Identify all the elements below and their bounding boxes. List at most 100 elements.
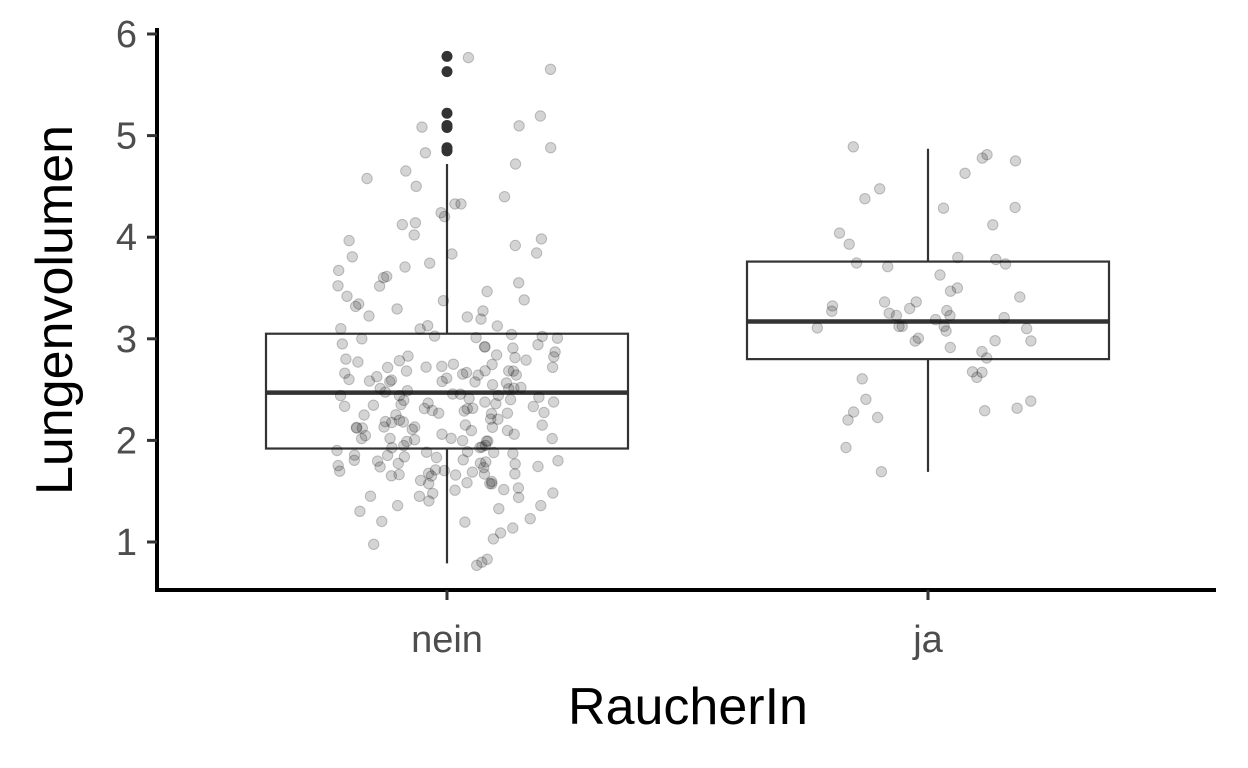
data-point xyxy=(359,429,372,442)
data-point xyxy=(398,394,410,407)
points-nein xyxy=(331,51,564,571)
data-point xyxy=(458,405,470,417)
data-point xyxy=(373,280,386,292)
data-point xyxy=(940,325,952,337)
data-point xyxy=(340,353,352,365)
data-point xyxy=(374,461,386,473)
data-point xyxy=(419,147,432,159)
data-point xyxy=(1009,201,1021,214)
data-point xyxy=(1025,395,1037,407)
data-point xyxy=(393,468,405,481)
data-point xyxy=(871,411,884,424)
data-point xyxy=(487,533,500,545)
data-point xyxy=(959,167,971,180)
data-point xyxy=(878,296,891,308)
data-point xyxy=(401,435,413,448)
data-point xyxy=(909,335,921,347)
data-point xyxy=(390,409,402,421)
data-point xyxy=(352,356,364,368)
data-point xyxy=(376,515,388,528)
data-point xyxy=(386,416,398,429)
data-point xyxy=(384,432,396,445)
data-point xyxy=(397,416,409,428)
data-point xyxy=(334,465,346,477)
data-point xyxy=(944,309,956,322)
data-point xyxy=(363,310,375,322)
data-point xyxy=(893,320,905,333)
data-point xyxy=(398,439,410,452)
data-point xyxy=(533,391,545,403)
data-point xyxy=(952,251,964,264)
outlier-point xyxy=(441,142,453,154)
data-point xyxy=(392,457,404,470)
data-point xyxy=(479,365,491,377)
y-axis-title: Lungenvolumen xyxy=(26,125,84,495)
data-point xyxy=(461,403,473,415)
y-tick-label: 1 xyxy=(116,522,137,564)
data-point xyxy=(508,428,520,440)
data-point xyxy=(481,553,493,565)
data-point xyxy=(518,294,530,306)
data-point xyxy=(480,456,492,468)
outlier-point xyxy=(441,119,453,131)
data-point xyxy=(981,352,993,364)
data-point xyxy=(548,351,560,363)
data-point xyxy=(422,320,434,332)
data-point xyxy=(391,499,404,512)
data-point xyxy=(476,441,488,453)
data-point xyxy=(393,389,406,402)
data-point xyxy=(461,446,474,458)
data-point xyxy=(515,381,527,394)
data-point xyxy=(436,360,448,372)
data-point xyxy=(534,110,547,122)
data-point xyxy=(358,409,370,421)
data-point xyxy=(414,474,427,487)
data-point xyxy=(430,451,443,464)
data-point xyxy=(481,285,493,298)
data-point xyxy=(400,365,413,377)
data-point xyxy=(524,513,536,525)
y-tick-label: 4 xyxy=(116,217,137,259)
x-tick-label: ja xyxy=(912,619,943,661)
data-point xyxy=(371,371,383,383)
data-point xyxy=(409,217,422,229)
data-point xyxy=(356,333,368,345)
data-point xyxy=(447,358,460,370)
data-point xyxy=(490,398,502,410)
data-point xyxy=(507,342,519,354)
data-point xyxy=(485,413,497,425)
data-point xyxy=(934,269,946,281)
data-point xyxy=(547,396,560,408)
y-tick-label: 2 xyxy=(116,420,137,462)
data-point xyxy=(336,338,348,350)
data-point xyxy=(937,202,950,214)
data-point xyxy=(979,405,991,417)
data-point xyxy=(457,454,469,466)
data-point xyxy=(486,421,499,433)
data-point xyxy=(479,396,491,408)
data-point xyxy=(850,257,863,269)
data-point xyxy=(455,198,467,210)
data-point xyxy=(847,406,860,418)
data-point xyxy=(393,414,406,426)
data-point xyxy=(938,320,950,332)
data-point xyxy=(1011,402,1023,414)
data-point xyxy=(1014,291,1026,303)
data-point xyxy=(547,487,559,499)
data-point xyxy=(406,423,418,435)
data-point xyxy=(408,229,420,241)
data-point xyxy=(400,165,412,177)
data-point xyxy=(475,313,487,325)
data-point xyxy=(384,375,396,388)
data-point xyxy=(385,374,398,386)
data-point xyxy=(944,285,957,297)
data-point xyxy=(467,402,479,414)
data-point xyxy=(378,421,390,433)
data-point xyxy=(486,478,498,490)
data-point xyxy=(343,234,355,247)
data-point xyxy=(485,408,498,420)
data-point xyxy=(438,210,451,223)
data-point xyxy=(847,141,859,153)
x-tick-label: nein xyxy=(411,619,483,661)
